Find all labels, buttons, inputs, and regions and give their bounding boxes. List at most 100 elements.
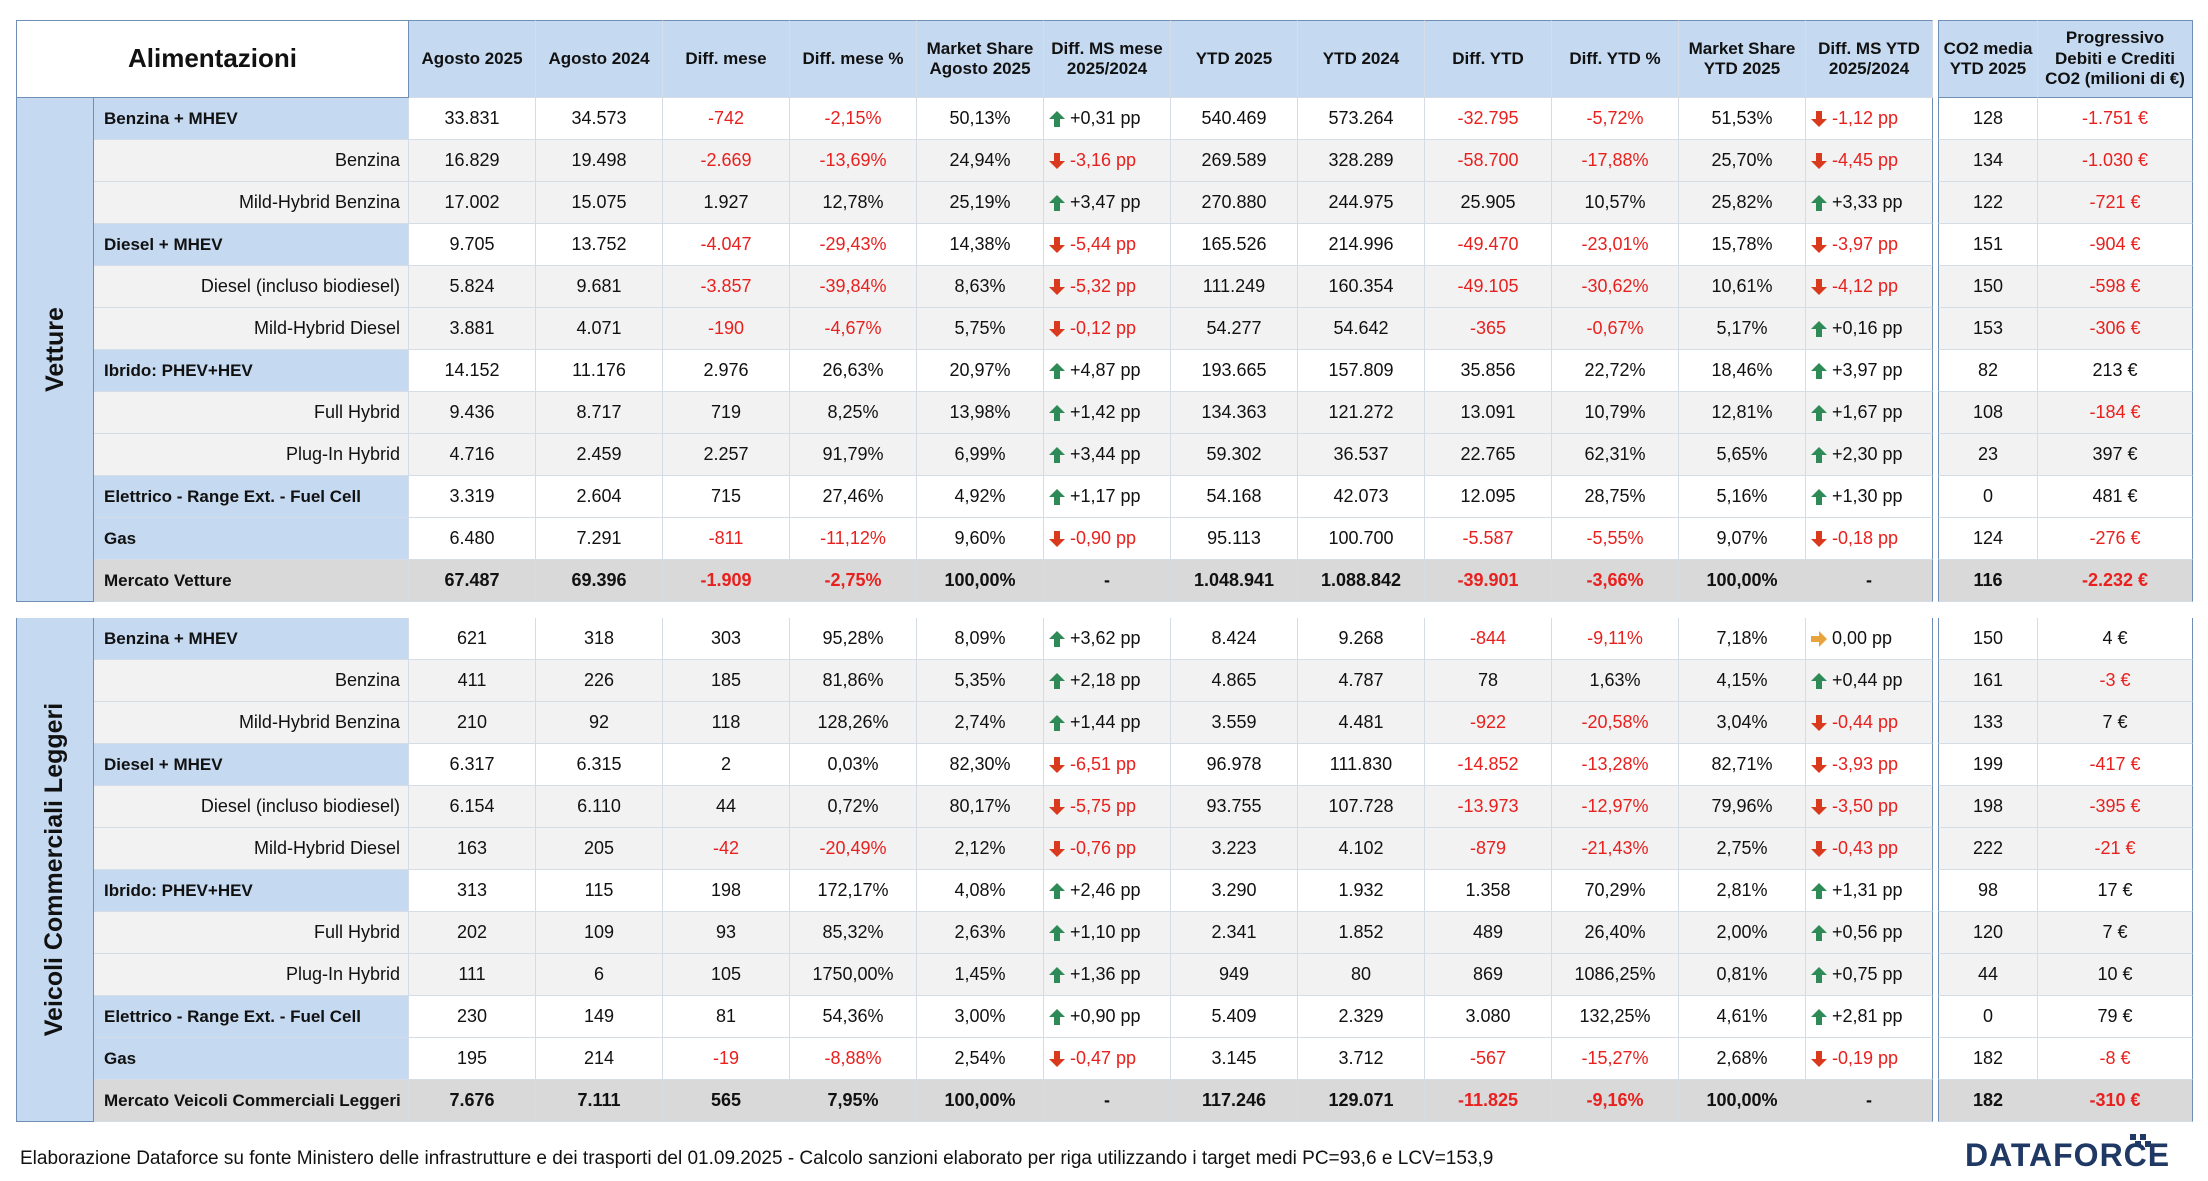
ms-diff-cell: +0,16 pp [1806,308,1933,350]
table-cell: 185 [663,660,790,702]
co2-cell: 128 [1938,98,2038,140]
row-label: Full Hybrid [94,912,409,954]
table-cell: 111.249 [1171,266,1298,308]
table-cell: 2,63% [917,912,1044,954]
table-cell: 7,18% [1679,618,1806,660]
table-cell: 2,68% [1679,1038,1806,1080]
arrow-down-icon [1049,152,1065,169]
co2-cell: 122 [1938,182,2038,224]
ms-diff-cell: -0,76 pp [1044,828,1171,870]
progressive-cell: 481 € [2038,476,2193,518]
table-cell: 4.865 [1171,660,1298,702]
table-cell: 8.424 [1171,618,1298,660]
table-cell: 8.717 [536,392,663,434]
ms-diff-cell: -1,12 pp [1806,98,1933,140]
main-table: Alimentazioni Agosto 2025 Agosto 2024 Diff.… [16,20,1933,1122]
table-cell: 81 [663,996,790,1038]
table-cell: 27,46% [790,476,917,518]
table-cell: 715 [663,476,790,518]
table-cell: 5,65% [1679,434,1806,476]
table-cell: 6.154 [409,786,536,828]
co2-cell: 198 [1938,786,2038,828]
co2-cell: 98 [1938,870,2038,912]
arrow-down-icon [1811,798,1827,815]
ms-diff-cell: 0,00 pp [1806,618,1933,660]
table-cell: 1086,25% [1552,954,1679,996]
table-cell: 2.604 [536,476,663,518]
table-cell: 5,17% [1679,308,1806,350]
table-cell: 109 [536,912,663,954]
table-cell: 44 [663,786,790,828]
table-cell: -13,28% [1552,744,1679,786]
section-label: Vetture [16,98,94,602]
table-cell: 160.354 [1298,266,1425,308]
table-cell: 8,25% [790,392,917,434]
arrow-down-icon [1811,840,1827,857]
table-cell: 8,63% [917,266,1044,308]
row-label: Plug-In Hybrid [94,434,409,476]
arrow-up-icon [1049,672,1065,689]
table-cell: 540.469 [1171,98,1298,140]
table-cell: -58.700 [1425,140,1552,182]
table-cell: 2.459 [536,434,663,476]
table-cell: 95.113 [1171,518,1298,560]
table-cell: 2,74% [917,702,1044,744]
table-cell: -2.669 [663,140,790,182]
progressive-cell: 7 € [2038,702,2193,744]
ms-diff-cell: +1,42 pp [1044,392,1171,434]
row-label: Mild-Hybrid Benzina [94,182,409,224]
ms-diff-cell: -4,45 pp [1806,140,1933,182]
table-cell: 35.856 [1425,350,1552,392]
row-label: Diesel (incluso biodiesel) [94,786,409,828]
table-cell: -8,88% [790,1038,917,1080]
table-cell: 117.246 [1171,1080,1298,1122]
row-label: Benzina + MHEV [94,98,409,140]
table-cell: 67.487 [409,560,536,602]
arrow-down-icon [1049,320,1065,337]
co2-cell: 182 [1938,1080,2038,1122]
row-label: Plug-In Hybrid [94,954,409,996]
table-cell: 5,35% [917,660,1044,702]
progressive-header: Progressivo Debiti e Crediti CO2 (milion… [2038,20,2193,98]
arrow-right-icon [1811,630,1827,647]
progressive-cell: 397 € [2038,434,2193,476]
table-cell: 7.291 [536,518,663,560]
table-cell: 80 [1298,954,1425,996]
table-cell: 163 [409,828,536,870]
table-cell: 573.264 [1298,98,1425,140]
table-cell: 6.317 [409,744,536,786]
table-cell: 95,28% [790,618,917,660]
table-cell: -9,11% [1552,618,1679,660]
ms-diff-cell: -3,97 pp [1806,224,1933,266]
table-cell: 165.526 [1171,224,1298,266]
table-cell: 6 [536,954,663,996]
progressive-cell: -8 € [2038,1038,2193,1080]
row-label: Ibrido: PHEV+HEV [94,350,409,392]
table-cell: -15,27% [1552,1038,1679,1080]
footer-note: Elaborazione Dataforce su fonte Minister… [20,1148,1494,1169]
arrow-down-icon [1811,714,1827,731]
ms-diff-cell: -0,47 pp [1044,1038,1171,1080]
table-cell: 100,00% [917,560,1044,602]
table-cell: 82,71% [1679,744,1806,786]
column-header: Diff. mese [663,20,790,98]
table-cell: 36.537 [1298,434,1425,476]
co2-cell: 134 [1938,140,2038,182]
co2-table: CO2 media YTD 2025 Progressivo Debiti e C… [1938,20,2193,1122]
progressive-cell: -184 € [2038,392,2193,434]
ms-diff-cell: - [1806,560,1933,602]
table-cell: 0,72% [790,786,917,828]
ms-diff-cell: +1,10 pp [1044,912,1171,954]
co2-cell: 120 [1938,912,2038,954]
table-cell: 59.302 [1171,434,1298,476]
table-cell: 244.975 [1298,182,1425,224]
table-cell: 85,32% [790,912,917,954]
arrow-down-icon [1811,152,1827,169]
table-cell: 172,17% [790,870,917,912]
column-header: Market Share YTD 2025 [1679,20,1806,98]
table-cell: 132,25% [1552,996,1679,1038]
table-cell: 9,07% [1679,518,1806,560]
table-cell: 0,03% [790,744,917,786]
table-cell: 10,61% [1679,266,1806,308]
table-cell: 105 [663,954,790,996]
